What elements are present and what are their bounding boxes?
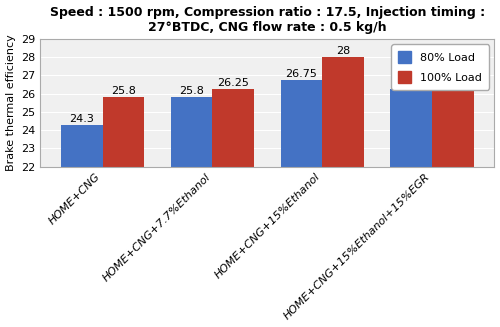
Text: 27.5: 27.5 <box>440 55 466 65</box>
Bar <box>102 97 144 167</box>
Text: 26.25: 26.25 <box>218 78 249 88</box>
Text: 25.8: 25.8 <box>111 86 136 96</box>
Text: 26.25: 26.25 <box>396 78 427 88</box>
Bar <box>432 66 474 167</box>
Bar <box>280 80 322 167</box>
Bar <box>390 89 432 167</box>
Y-axis label: Brake thermal efficiency: Brake thermal efficiency <box>6 34 16 171</box>
Bar <box>212 89 254 167</box>
Bar <box>61 125 102 167</box>
Title: Speed : 1500 rpm, Compression ratio : 17.5, Injection timing :
27°BTDC, CNG flow: Speed : 1500 rpm, Compression ratio : 17… <box>50 6 485 34</box>
Text: 26.75: 26.75 <box>286 69 318 79</box>
Text: 24.3: 24.3 <box>70 114 94 124</box>
Bar <box>322 57 364 167</box>
Text: 28: 28 <box>336 46 350 56</box>
Legend: 80% Load, 100% Load: 80% Load, 100% Load <box>392 44 489 90</box>
Bar <box>170 97 212 167</box>
Text: 25.8: 25.8 <box>179 86 204 96</box>
